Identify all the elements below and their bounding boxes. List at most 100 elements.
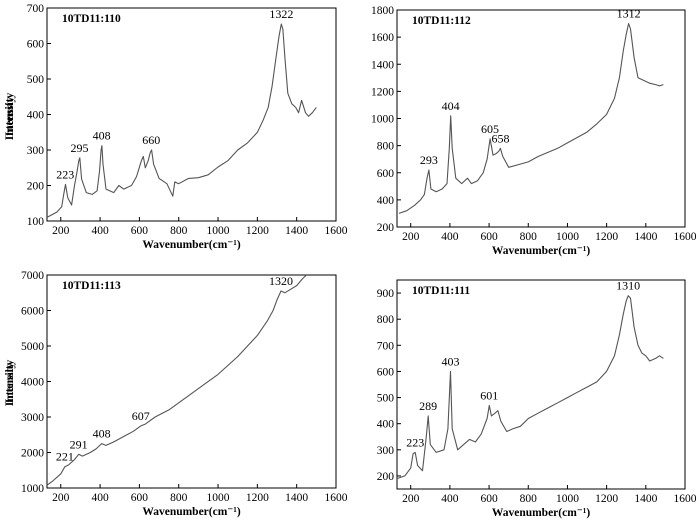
- spectrum-line: [46, 23, 317, 218]
- y-tick-label: 200: [377, 222, 395, 234]
- x-axis-label: Wavenumber(cm⁻¹): [142, 506, 240, 518]
- y-tick-label: 1400: [371, 59, 394, 71]
- y-tick-label: 300: [27, 145, 45, 157]
- spectrum-line: [46, 274, 307, 486]
- y-tick-label: 4000: [21, 377, 44, 389]
- y-tick-label: 3000: [21, 412, 44, 424]
- y-tick-label: 400: [377, 195, 395, 207]
- x-tick-label: 1600: [325, 492, 348, 504]
- y-axis-label: Intensity: [4, 97, 16, 141]
- x-tick-label: 200: [402, 493, 420, 505]
- x-tick-label: 800: [520, 231, 538, 243]
- y-tick-label: 600: [377, 168, 395, 180]
- y-axis-label: Intensity: [4, 93, 16, 137]
- y-tick-label: 6000: [21, 306, 44, 318]
- x-tick-label: 1400: [285, 225, 308, 237]
- peak-label: 295: [70, 141, 88, 155]
- y-tick-label: 1600: [371, 32, 394, 44]
- y-axis-label: Intensity: [4, 360, 16, 404]
- x-axis-label: Wavenumber(cm⁻¹): [142, 239, 240, 251]
- x-tick-label: 600: [131, 492, 149, 504]
- peak-label: 408: [93, 427, 111, 441]
- x-tick-label: 1200: [595, 493, 618, 505]
- peak-label: 408: [93, 129, 111, 143]
- peak-label: 291: [70, 437, 88, 451]
- spectrum-line: [398, 23, 664, 214]
- y-tick-label: 600: [377, 366, 395, 378]
- y-axis-label: Intensity: [4, 363, 16, 407]
- x-tick-label: 800: [170, 225, 188, 237]
- x-tick-label: 1200: [595, 231, 618, 243]
- x-tick-label: 1200: [246, 492, 269, 504]
- x-tick-label: 1000: [207, 492, 230, 504]
- x-tick-label: 1000: [556, 231, 579, 243]
- x-tick-label: 1200: [246, 225, 269, 237]
- peak-label: 1312: [617, 7, 641, 21]
- spectrum-line: [396, 295, 664, 480]
- chart-panel-1: 200 400 600 800 1000 1200 1400 1600 100 200 300 400…: [4, 3, 348, 251]
- y-tick-label: 200: [27, 181, 45, 193]
- plot-frame: [396, 279, 686, 490]
- peak-label: 289: [419, 399, 437, 413]
- y-tick-label: 1000: [371, 114, 394, 126]
- panel-title: 10TD11:111: [412, 285, 470, 297]
- peak-label: 601: [480, 388, 498, 402]
- x-tick-label: 400: [91, 492, 109, 504]
- panel-title: 10TD11:112: [412, 15, 471, 27]
- y-tick-label: 1800: [371, 5, 394, 17]
- x-tick-label: 200: [52, 492, 70, 504]
- peak-label: 223: [56, 167, 74, 181]
- x-tick-label: 1400: [285, 492, 308, 504]
- panel-title: 10TD11:110: [62, 13, 121, 25]
- y-tick-label: 1000: [21, 483, 44, 495]
- y-tick-label: 2000: [21, 448, 44, 460]
- y-tick-label: 7000: [21, 270, 44, 282]
- chart-panel-3: 200 400 600 800 1000 1200 1400 1600 1000 2000 3000…: [4, 270, 348, 518]
- y-tick-label: 5000: [21, 341, 44, 353]
- x-tick-label: 600: [480, 493, 498, 505]
- peak-label: 1320: [269, 274, 293, 288]
- y-tick-label: 400: [27, 110, 45, 122]
- y-tick-label: 700: [377, 340, 395, 352]
- peak-label: 1310: [616, 279, 640, 293]
- x-tick-label: 1000: [207, 225, 230, 237]
- x-tick-label: 1600: [674, 493, 697, 505]
- peak-label: 223: [406, 435, 424, 449]
- peak-label: 404: [442, 99, 460, 113]
- plot-frame: [46, 7, 337, 222]
- x-tick-label: 200: [52, 225, 70, 237]
- x-tick-label: 400: [91, 225, 109, 237]
- plot-frame: [46, 274, 337, 489]
- y-tick-label: 300: [377, 445, 395, 457]
- y-tick-label: 1200: [371, 86, 394, 98]
- y-tick-label: 200: [377, 471, 395, 483]
- y-tick-label: 800: [377, 141, 395, 153]
- x-tick-label: 600: [131, 225, 149, 237]
- peak-label: 660: [142, 133, 160, 147]
- panel-title: 10TD11:113: [62, 280, 121, 292]
- y-tick-label: 600: [27, 39, 45, 51]
- y-tick-label: 500: [27, 74, 45, 86]
- peak-label: 1322: [269, 7, 293, 21]
- peak-label: 403: [441, 354, 459, 368]
- peak-label: 605: [481, 122, 499, 136]
- x-tick-label: 800: [170, 492, 188, 504]
- x-tick-label: 200: [402, 231, 420, 243]
- x-tick-label: 1600: [325, 225, 348, 237]
- x-axis-label: Wavenumber(cm⁻¹): [492, 507, 590, 519]
- chart-panel-2: 200 400 600 800 1000 1200 1400 1600 200 400 600 800…: [4, 5, 697, 257]
- x-tick-label: 400: [441, 493, 459, 505]
- x-tick-label: 1600: [674, 231, 697, 243]
- x-tick-label: 600: [480, 231, 498, 243]
- y-tick-label: 500: [377, 393, 395, 405]
- peak-label: 221: [56, 450, 74, 464]
- peak-label: 658: [491, 131, 509, 145]
- x-tick-label: 400: [441, 231, 459, 243]
- y-tick-label: 900: [377, 288, 395, 300]
- x-axis-label: Wavenumber(cm⁻¹): [492, 245, 590, 257]
- chart-panel-4: 200 400 600 800 1000 1200 1400 1600 200 300 400 500…: [4, 279, 697, 519]
- peak-label: 293: [420, 153, 438, 167]
- peak-label: 607: [132, 409, 150, 423]
- plot-frame: [396, 9, 686, 228]
